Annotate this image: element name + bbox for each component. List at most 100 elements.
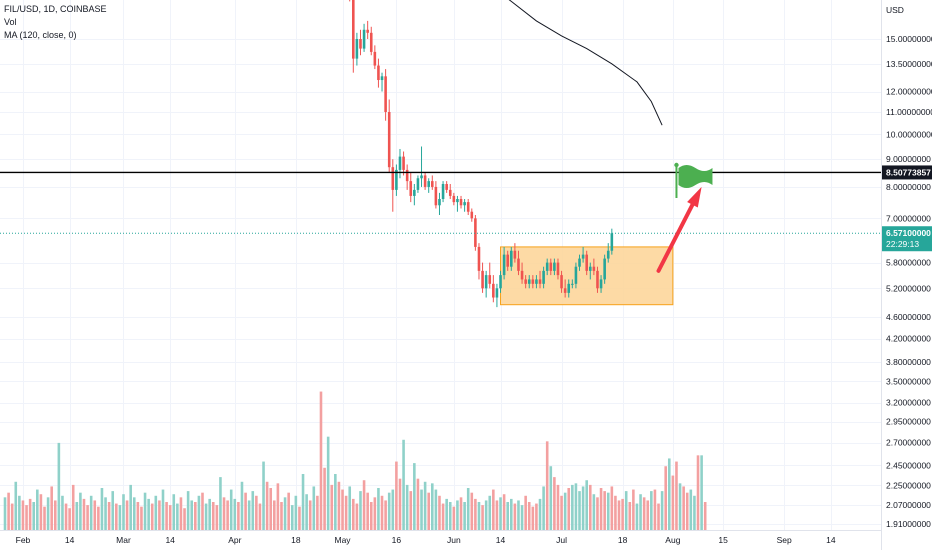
volume-bar <box>276 483 280 530</box>
price-tick-label: 7.00000000 <box>886 213 931 223</box>
volume-bar <box>513 503 517 530</box>
candle-body <box>380 76 384 81</box>
candle-body <box>542 270 545 284</box>
volume-bar <box>308 500 312 530</box>
volume-bar <box>359 491 362 530</box>
volume-bar <box>402 439 405 530</box>
candle <box>510 246 513 271</box>
volume-bar <box>632 489 635 530</box>
candle <box>538 270 542 289</box>
candle-body <box>369 32 373 52</box>
volume-bar <box>294 495 298 530</box>
candle <box>527 275 531 289</box>
volume-bar <box>463 502 466 530</box>
price-tick-label: 4.20000000 <box>886 334 931 344</box>
candle <box>603 254 606 284</box>
candle-body <box>513 250 517 259</box>
volume-bar <box>71 484 75 530</box>
volume-bar <box>136 502 140 530</box>
volume-bar <box>258 503 262 530</box>
volume-bar <box>319 391 323 530</box>
price-tick-label: 12.00000000 <box>886 87 932 97</box>
volume-bar <box>341 489 344 530</box>
volume-bar <box>280 502 283 530</box>
candle-body <box>510 250 513 267</box>
volume-bar <box>211 502 215 530</box>
volume-bar <box>161 489 165 530</box>
candle-body <box>463 202 466 206</box>
volume-bar <box>527 502 531 530</box>
volume-bar <box>693 495 696 530</box>
volume-bar <box>452 506 456 530</box>
candle <box>398 148 402 179</box>
volume-bar <box>305 494 308 530</box>
price-axis-bg <box>881 0 932 550</box>
legend-symbol: FIL/USD, 1D, COINBASE <box>4 4 107 14</box>
candle <box>438 192 441 216</box>
candle-body <box>531 279 535 284</box>
candle <box>423 172 427 190</box>
volume-bar <box>194 502 197 530</box>
candle <box>377 58 380 88</box>
volume-bar <box>222 497 226 530</box>
volume-bar <box>585 480 588 530</box>
volume-bar <box>237 502 240 530</box>
candle-body <box>377 65 380 81</box>
candle <box>441 181 445 203</box>
volume-bar <box>337 481 341 530</box>
candle <box>477 243 481 280</box>
volume-bar <box>50 486 53 530</box>
volume-bar <box>657 503 660 530</box>
volume-bar <box>82 498 86 530</box>
volume-bar <box>118 505 122 530</box>
candle-body <box>538 279 542 284</box>
chart-legend: FIL/USD, 1D, COINBASE Vol MA (120, close… <box>4 3 107 42</box>
volume-bar <box>219 477 222 530</box>
volume-bar <box>36 489 39 530</box>
candle <box>445 181 448 193</box>
volume-bar <box>150 503 154 530</box>
candle <box>456 195 459 212</box>
volume-bar <box>481 505 484 530</box>
volume-bar <box>240 481 244 530</box>
volume-bar <box>628 502 632 530</box>
volume-bar <box>535 503 538 530</box>
candle-body <box>502 254 506 276</box>
candle-body <box>413 189 416 196</box>
candle-body <box>466 202 470 212</box>
volume-bar <box>624 491 628 530</box>
volume-bar <box>344 495 348 530</box>
candle-body <box>560 275 563 289</box>
candle <box>520 262 524 284</box>
volume-bar <box>553 477 556 530</box>
candle-body <box>402 156 405 170</box>
candle <box>380 72 384 92</box>
candle-body <box>384 76 387 112</box>
candle <box>355 32 359 66</box>
volume-bar <box>438 495 441 530</box>
volume-bar <box>373 497 377 530</box>
volume-bar <box>416 478 420 530</box>
volume-bar <box>201 492 204 530</box>
volume-bar <box>323 467 326 530</box>
volume-bar <box>255 495 258 530</box>
candle <box>588 262 592 280</box>
volume-bar <box>301 474 305 530</box>
candle <box>395 164 398 196</box>
volume-bar <box>107 502 111 530</box>
volume-bar <box>470 492 474 530</box>
volume-bar <box>215 505 219 530</box>
volume-bar <box>700 455 703 530</box>
candle <box>452 192 456 206</box>
candle <box>506 250 509 271</box>
volume-bar <box>53 500 57 530</box>
volume-bar <box>520 505 524 530</box>
volume-bar <box>147 498 150 530</box>
volume-bar <box>492 489 495 530</box>
volume-bar <box>502 494 506 530</box>
volume-bar <box>517 500 520 530</box>
candle-body <box>610 233 614 251</box>
candle-body <box>352 0 355 59</box>
